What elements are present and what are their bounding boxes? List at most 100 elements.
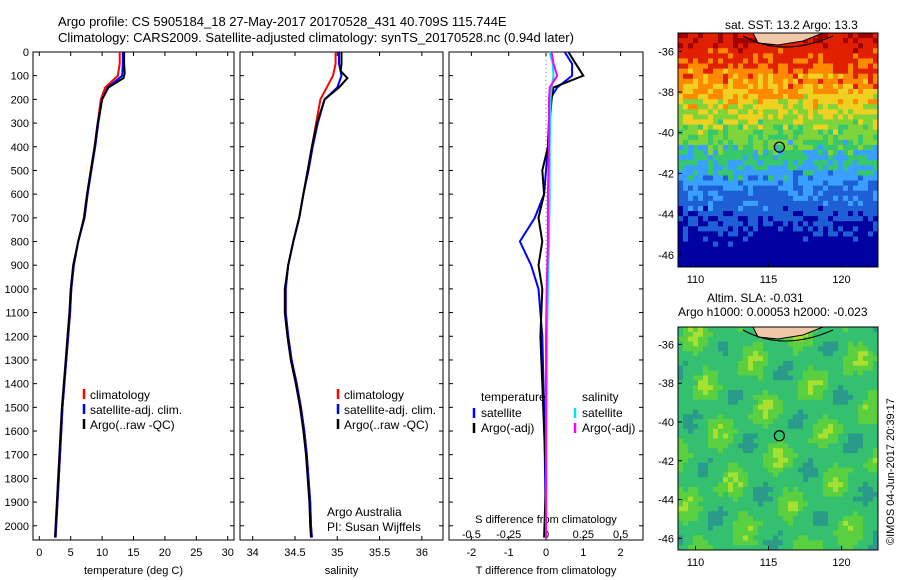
map-cell: [863, 486, 869, 493]
map-cell: [808, 501, 814, 507]
map-cell: [723, 205, 729, 212]
map-cell: [743, 433, 749, 439]
map-cell: [798, 241, 804, 248]
map-cell: [688, 241, 694, 248]
map-cell: [773, 150, 779, 156]
map-cell: [813, 545, 819, 551]
map-cell: [748, 448, 754, 454]
map-cell: [808, 216, 814, 222]
map-cell: [773, 414, 779, 420]
map-cell: [763, 438, 769, 444]
map-cell: [833, 360, 839, 367]
map-cell: [723, 155, 729, 161]
map-cell: [753, 83, 759, 90]
map-cell: [838, 409, 844, 415]
map-cell: [848, 73, 854, 80]
map-cell: [778, 104, 784, 110]
map-cell: [873, 104, 879, 110]
map-cell: [718, 58, 724, 64]
map-cell: [843, 160, 849, 166]
map-cell: [808, 360, 814, 367]
map-cell: [798, 525, 804, 532]
map-cell: [783, 535, 789, 541]
map-cell: [688, 150, 694, 156]
map-cell: [818, 423, 824, 430]
map-cell: [838, 341, 844, 347]
map-cell: [758, 155, 764, 161]
map-cell: [803, 109, 809, 115]
map-cell: [838, 211, 844, 217]
map-cell: [713, 530, 719, 536]
map-cell: [828, 231, 834, 237]
map-cell: [688, 356, 694, 362]
map-cell: [778, 356, 784, 362]
map-cell: [753, 231, 759, 237]
map-cell: [848, 453, 854, 459]
map-cell: [848, 246, 854, 253]
map-cell: [713, 462, 719, 468]
map-cell: [693, 467, 699, 473]
map-cell: [853, 336, 859, 342]
map-cell: [683, 114, 689, 120]
map-cell: [753, 38, 759, 44]
map-cell: [763, 506, 769, 512]
map-cell: [788, 409, 794, 415]
map-cell: [858, 380, 864, 386]
map-cell: [793, 428, 799, 435]
map-cell: [853, 423, 859, 430]
map-cell: [783, 83, 789, 90]
map-cell: [853, 365, 859, 372]
map-cell: [868, 453, 874, 459]
map-cell: [803, 375, 809, 381]
map-cell: [723, 375, 729, 381]
map-cell: [738, 73, 744, 80]
map-cell: [693, 236, 699, 242]
map-cell: [713, 251, 719, 258]
map-cell: [768, 428, 774, 435]
map-cell: [703, 73, 709, 80]
map-cell: [803, 139, 809, 146]
map-cell: [858, 99, 864, 105]
map-cell: [743, 462, 749, 468]
map-cell: [778, 351, 784, 357]
map-cell: [738, 144, 744, 151]
map-cell: [788, 241, 794, 248]
map-cell: [873, 491, 879, 498]
map-cell: [708, 520, 714, 527]
map-x-tick-label: 120: [832, 274, 850, 286]
map-cell: [828, 356, 834, 362]
map-cell: [873, 251, 879, 258]
map-cell: [838, 261, 844, 268]
map-cell: [828, 336, 834, 342]
map-cell: [763, 540, 769, 546]
map-cell: [828, 88, 834, 95]
map-cell: [833, 256, 839, 263]
map-cell: [683, 155, 689, 161]
map-cell: [733, 241, 739, 248]
map-cell: [858, 419, 864, 425]
series-line-0-0: [54, 52, 121, 538]
map-cell: [803, 428, 809, 435]
map-cell: [823, 443, 829, 449]
map-cell: [693, 165, 699, 171]
map-cell: [868, 365, 874, 372]
map-cell: [748, 33, 754, 39]
map-cell: [808, 99, 814, 105]
map-cell: [858, 399, 864, 405]
map-cell: [853, 175, 859, 181]
map-cell: [718, 482, 724, 488]
map-cell: [828, 99, 834, 105]
map-cell: [678, 231, 684, 237]
map-cell: [853, 351, 859, 357]
map-cell: [718, 356, 724, 362]
map-cell: [753, 491, 759, 498]
map-cell: [733, 423, 739, 430]
map-cell: [763, 390, 769, 396]
map-cell: [833, 236, 839, 242]
map-cell: [778, 501, 784, 507]
map-cell: [803, 170, 809, 176]
map-cell: [758, 409, 764, 415]
map-cell: [743, 241, 749, 248]
map-cell: [703, 114, 709, 120]
map-cell: [708, 119, 714, 125]
